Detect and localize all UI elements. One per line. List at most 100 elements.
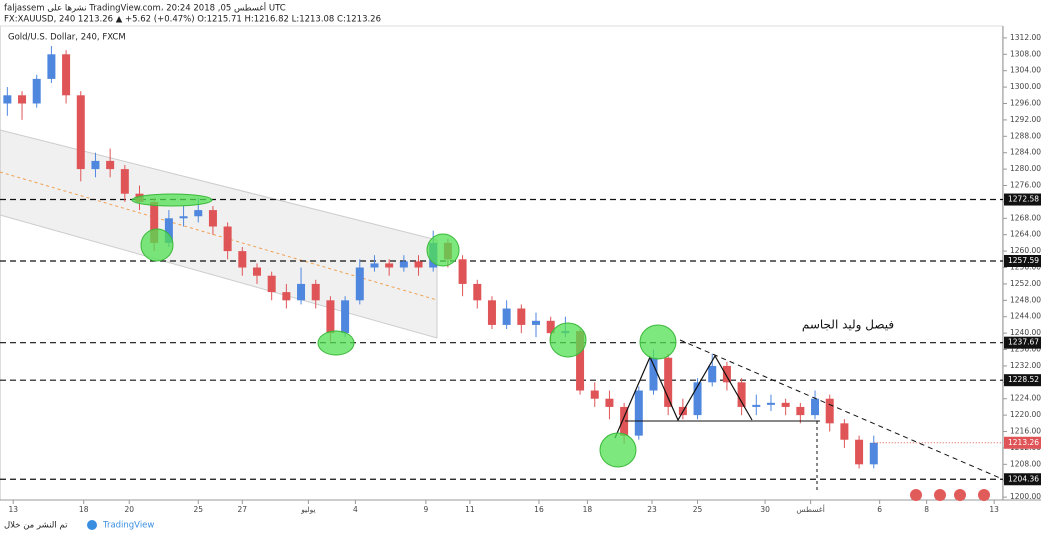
- x-tick-label: 30: [760, 505, 770, 514]
- candle-body: [722, 365, 731, 383]
- channel-midline: [0, 171, 438, 301]
- highlight: [426, 233, 460, 267]
- last-price-label: 1213.26: [1008, 438, 1039, 447]
- footer-brand[interactable]: TradingView: [102, 521, 154, 531]
- candle-body: [811, 398, 820, 416]
- y-tick-label: 1256.00: [1010, 263, 1041, 272]
- candle-body: [3, 95, 12, 104]
- candle-body: [708, 365, 717, 383]
- candle-body: [840, 423, 849, 440]
- candle-body: [32, 78, 41, 104]
- y-tick-label: 1208.00: [1010, 459, 1041, 468]
- candle-body: [414, 261, 423, 268]
- candle-body: [576, 331, 585, 391]
- y-tick-label: 1268.00: [1010, 213, 1041, 222]
- y-tick-label: 1232.00: [1010, 361, 1041, 370]
- candle-body: [869, 442, 878, 465]
- instrument-legend: Gold/U.S. Dollar, 240, FXCM: [8, 33, 126, 43]
- brand-logo: [87, 520, 97, 530]
- y-tick-label: 1236.00: [1010, 345, 1041, 354]
- x-tick-label: يوليو: [300, 505, 315, 514]
- x-tick-label: 25: [693, 505, 703, 514]
- x-tick-label: 13: [8, 505, 18, 514]
- y-tick-label: 1220.00: [1010, 410, 1041, 419]
- y-tick-label: 1308.00: [1010, 49, 1041, 58]
- y-tick-label: 1240.00: [1010, 328, 1041, 337]
- y-tick-label: 1264.00: [1010, 230, 1041, 239]
- candle-body: [634, 390, 643, 436]
- y-tick-label: 1252.00: [1010, 279, 1041, 288]
- candle-body: [693, 382, 702, 416]
- author-annotation: فيصل وليد الجاسم: [802, 318, 894, 333]
- y-tick-label: 1292.00: [1010, 115, 1041, 124]
- level-price-box: [1004, 254, 1041, 267]
- highlight: [599, 432, 637, 468]
- candle-body: [399, 261, 408, 268]
- candle-body: [752, 404, 761, 407]
- y-tick-label: 1288.00: [1010, 131, 1041, 140]
- candle-body: [238, 251, 247, 268]
- candle-body: [76, 95, 85, 170]
- x-tick-label: 4: [353, 505, 358, 514]
- candle-body: [855, 439, 864, 465]
- level-price-box: [1004, 374, 1041, 387]
- level-price-box: [1004, 336, 1041, 349]
- y-tick-label: 1200.00: [1010, 492, 1041, 501]
- candle-body: [649, 357, 658, 391]
- candle-body: [267, 275, 276, 293]
- candle-body: [18, 95, 27, 104]
- candle-body: [546, 320, 555, 334]
- symbol-line: FX:XAUUSD, 240 1213.26 ▲ +5.62 (+0.47%) …: [4, 15, 381, 25]
- x-tick-label: 18: [583, 505, 593, 514]
- candle-body: [120, 169, 129, 194]
- y-tick-label: 1312.00: [1010, 33, 1041, 42]
- y-tick-label: 1260.00: [1010, 246, 1041, 255]
- candle-body: [825, 398, 834, 424]
- y-tick-label: 1280.00: [1010, 164, 1041, 173]
- published-line: faljassem نشرها على TradingView.com، أغس…: [4, 2, 286, 14]
- candle-body: [737, 382, 746, 407]
- highlight: [639, 324, 677, 360]
- candle-body: [252, 267, 261, 276]
- y-tick-label: 1304.00: [1010, 66, 1041, 75]
- x-tick-label: أغسطس: [796, 504, 824, 514]
- candle-body: [487, 300, 496, 325]
- x-tick-label: 16: [534, 505, 544, 514]
- event-flag: [910, 489, 922, 501]
- x-tick-label: 8: [924, 505, 929, 514]
- candle-body: [223, 226, 232, 252]
- flag-icons: [910, 489, 990, 501]
- level-price-label: 1204.36: [1008, 474, 1039, 483]
- x-tick-label: 27: [238, 505, 248, 514]
- regression-channel: [0, 129, 438, 339]
- y-tick-label: 1276.00: [1010, 181, 1041, 190]
- candle-body: [796, 406, 805, 416]
- y-tick-label: 1284.00: [1010, 148, 1041, 157]
- candle-body: [150, 201, 159, 243]
- trendline: [679, 339, 1001, 479]
- level-price-box: [1004, 193, 1041, 206]
- candle-body: [311, 283, 320, 301]
- candle-body: [341, 300, 350, 334]
- x-tick-label: 11: [465, 505, 475, 514]
- level-price-label: 1272.58: [1008, 195, 1039, 204]
- level-price-label: 1237.67: [1008, 338, 1039, 347]
- level-price-box: [1004, 473, 1041, 486]
- highlight: [549, 322, 587, 358]
- x-tick-label: 23: [647, 505, 657, 514]
- x-tick-label: 9: [423, 505, 428, 514]
- x-tick-label: 25: [193, 505, 203, 514]
- event-flag: [934, 489, 946, 501]
- candle-body: [766, 402, 775, 405]
- candle-body: [326, 300, 335, 334]
- x-tick-label: 20: [124, 505, 134, 514]
- candle-body: [502, 308, 511, 325]
- candle-body: [179, 216, 188, 219]
- candle-body: [473, 283, 482, 301]
- candle-body: [781, 402, 790, 407]
- x-tick-label: 6: [877, 505, 882, 514]
- candle-body: [91, 160, 100, 170]
- x-tick-label: 13: [989, 505, 999, 514]
